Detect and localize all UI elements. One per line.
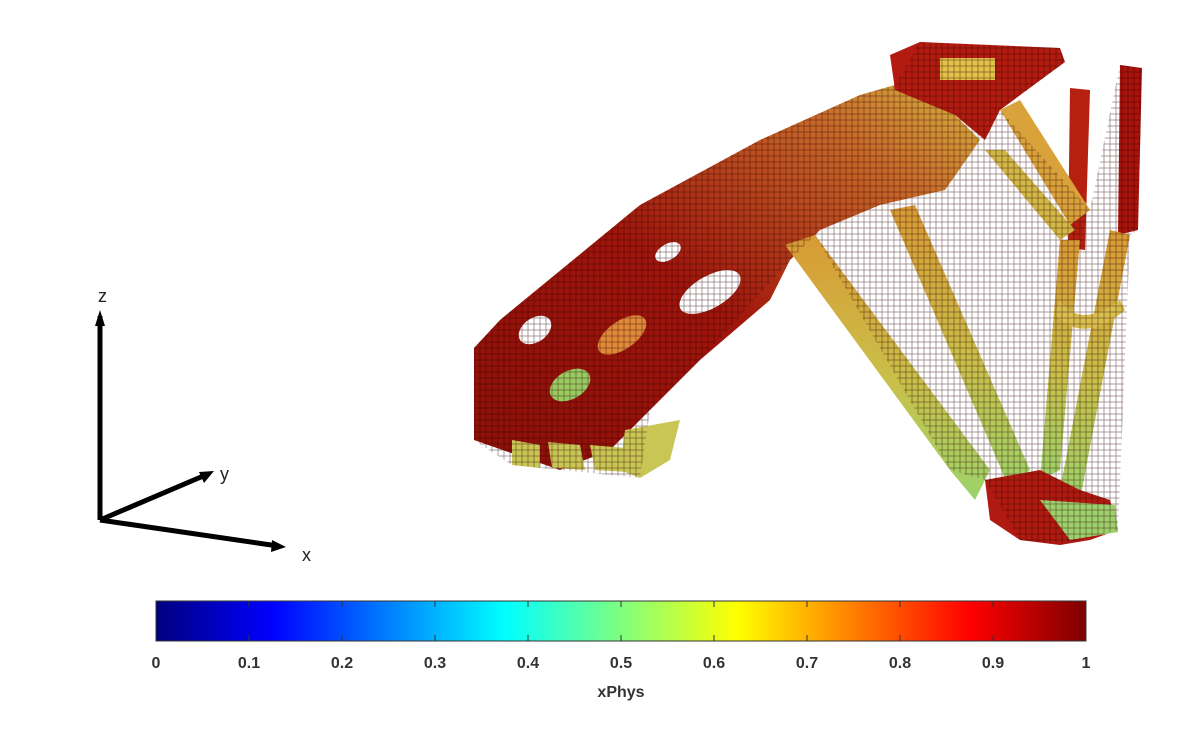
colorbar-tick-label: 0.6: [703, 655, 725, 672]
z-axis-label: z: [98, 286, 107, 306]
voxel-structure: [474, 42, 1142, 545]
colorbar-tick-label: 0.1: [238, 655, 260, 672]
colorbar-tick-label: 0.7: [796, 655, 818, 672]
colorbar-gradient: [155, 600, 1087, 642]
colorbar-tick-label: 0.4: [517, 655, 539, 672]
x-axis-label: x: [302, 545, 311, 565]
z-axis-arrowhead: [95, 310, 105, 326]
colorbar-tick-label: 0.3: [424, 655, 446, 672]
y-axis-arrow: [99, 471, 209, 523]
colorbar-tick-label: 0: [152, 655, 161, 672]
voxel-grid-overlay: [474, 42, 1142, 545]
y-axis-arrowhead: [199, 471, 214, 483]
axis-triad: z y x: [95, 286, 311, 565]
colorbar-tick-label: 0.2: [331, 655, 353, 672]
colorbar-tick-label: 0.5: [610, 655, 632, 672]
colorbar-ticks: 0 0.1 0.2 0.3 0.4 0.5 0.6 0.7 0.8 0.9 1: [152, 601, 1091, 672]
y-axis-label: y: [220, 464, 229, 484]
x-axis-arrowhead: [271, 540, 286, 552]
colorbar: 0 0.1 0.2 0.3 0.4 0.5 0.6 0.7 0.8 0.9 1 xPhys: [152, 600, 1091, 701]
colorbar-title: xPhys: [597, 684, 644, 701]
colorbar-tick-label: 0.8: [889, 655, 911, 672]
x-axis-arrow: [99, 517, 279, 549]
colorbar-tick-label: 0.9: [982, 655, 1004, 672]
colorbar-tick-label: 1: [1082, 655, 1091, 672]
